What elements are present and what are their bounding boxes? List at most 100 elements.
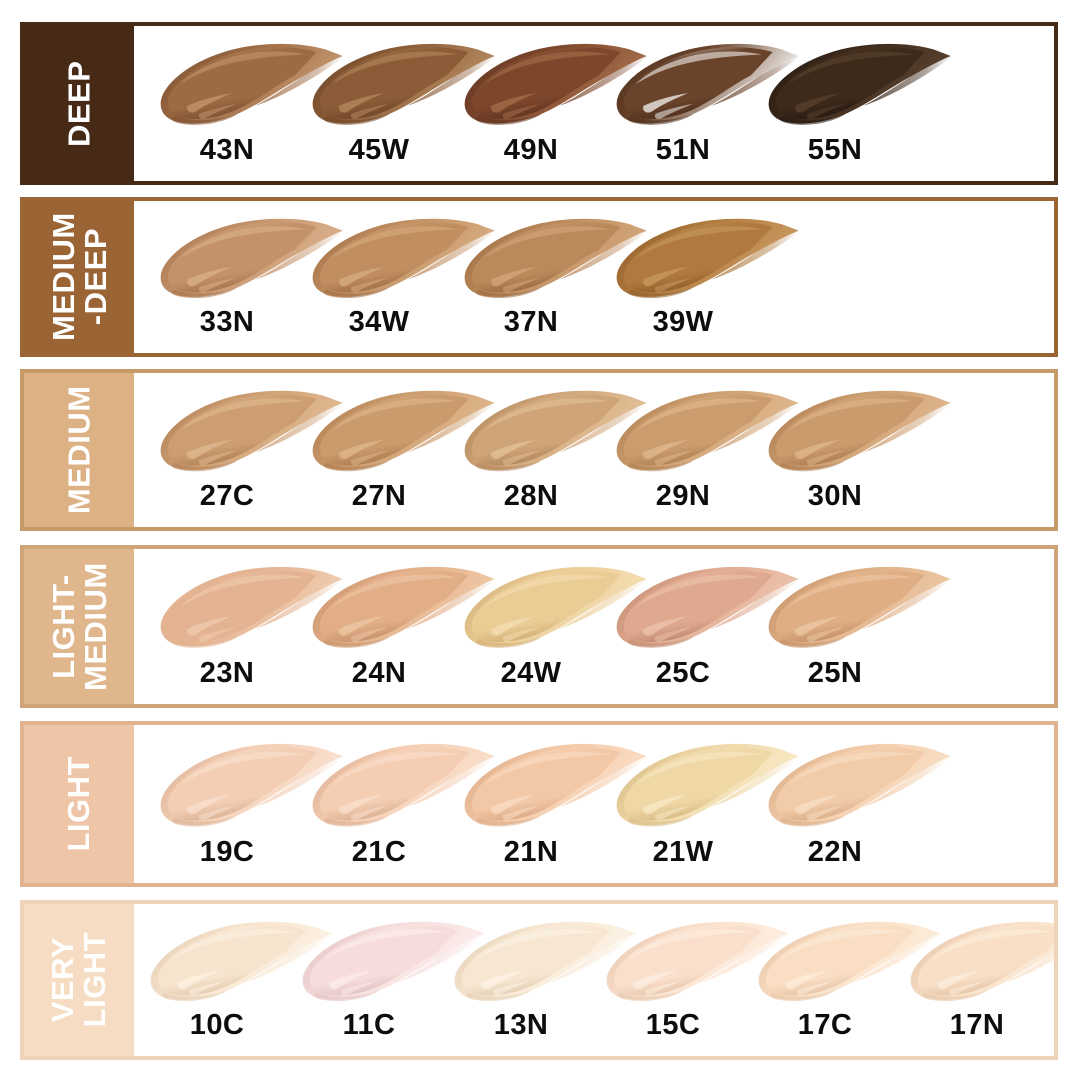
- shade-swatch-25C[interactable]: 25C: [608, 549, 818, 704]
- swatch-color-sample: [304, 385, 504, 480]
- shade-swatch-43N[interactable]: 43N: [152, 26, 362, 181]
- shade-name-label: 25N: [807, 657, 863, 690]
- shade-swatch-21W[interactable]: 21W: [608, 725, 818, 883]
- shade-swatch-10C[interactable]: 10C: [142, 904, 352, 1056]
- swatch-smear-graphic: [616, 218, 801, 299]
- swatch-smear-graphic: [616, 743, 801, 827]
- swatch-smear-graphic: [312, 391, 497, 472]
- swatch-smear-graphic: [160, 743, 345, 827]
- shade-name-label: 39W: [652, 306, 714, 339]
- swatch-color-sample: [152, 561, 352, 657]
- swatch-color-sample: [304, 561, 504, 657]
- swatch-color-sample: [902, 916, 1054, 1010]
- swatch-smear-graphic: [910, 921, 1054, 1002]
- shade-name-label: 27N: [351, 480, 407, 513]
- shade-name-label: 11C: [342, 1009, 396, 1042]
- swatch-smear-graphic: [160, 567, 345, 649]
- shade-name-label: 27C: [199, 480, 255, 513]
- swatch-smear-graphic: [160, 391, 345, 472]
- swatch-smear-graphic: [768, 44, 953, 126]
- shade-swatch-37N[interactable]: 37N: [456, 201, 666, 353]
- shade-swatch-51N[interactable]: 51N: [608, 26, 818, 181]
- shade-name-label: 49N: [503, 134, 559, 167]
- swatch-smear-graphic: [616, 567, 801, 649]
- row-category-label-very-light: VERY LIGHT: [24, 904, 134, 1056]
- row-swatches-medium-deep: 33N 34W: [134, 201, 1054, 353]
- swatch-smear-graphic: [758, 921, 943, 1002]
- shade-swatch-45W[interactable]: 45W: [304, 26, 514, 181]
- swatch-color-sample: [750, 916, 950, 1010]
- shade-swatch-13N[interactable]: 13N: [446, 904, 656, 1056]
- row-category-label-text: VERY LIGHT: [45, 932, 112, 1028]
- shade-swatch-28N[interactable]: 28N: [456, 373, 666, 527]
- row-category-label-text: LIGHT- MEDIUM: [45, 562, 112, 691]
- shade-row-light: LIGHT 19C: [20, 721, 1058, 887]
- swatch-smear-graphic: [464, 743, 649, 827]
- row-swatches-medium: 27C 27N: [134, 373, 1054, 527]
- shade-swatch-30N[interactable]: 30N: [760, 373, 970, 527]
- swatch-color-sample: [598, 916, 798, 1010]
- row-category-label-text: DEEP: [61, 60, 97, 147]
- swatch-color-sample: [608, 738, 808, 836]
- swatch-smear-graphic: [464, 44, 649, 126]
- shade-swatch-21N[interactable]: 21N: [456, 725, 666, 883]
- shade-swatch-21C[interactable]: 21C: [304, 725, 514, 883]
- row-category-label-light-medium: LIGHT- MEDIUM: [24, 549, 134, 704]
- shade-swatch-15C[interactable]: 15C: [598, 904, 808, 1056]
- row-category-label-light: LIGHT: [24, 725, 134, 883]
- swatch-smear-graphic: [312, 567, 497, 649]
- shade-swatch-24N[interactable]: 24N: [304, 549, 514, 704]
- shade-name-label: 24W: [500, 657, 562, 690]
- shade-swatch-17N[interactable]: 17N: [902, 904, 1054, 1056]
- swatch-color-sample: [152, 213, 352, 307]
- swatch-color-sample: [294, 916, 494, 1010]
- swatch-smear-graphic: [768, 567, 953, 649]
- shade-swatch-34W[interactable]: 34W: [304, 201, 514, 353]
- shade-swatch-24W[interactable]: 24W: [456, 549, 666, 704]
- row-category-label-deep: DEEP: [24, 26, 134, 181]
- shade-swatch-29N[interactable]: 29N: [608, 373, 818, 527]
- row-swatches-very-light: 10C 11C: [134, 904, 1054, 1056]
- swatch-smear-graphic: [606, 921, 791, 1002]
- shade-swatch-49N[interactable]: 49N: [456, 26, 666, 181]
- shade-swatch-27C[interactable]: 27C: [152, 373, 362, 527]
- swatch-smear-graphic: [160, 218, 345, 299]
- shade-swatch-55N[interactable]: 55N: [760, 26, 970, 181]
- swatch-smear-graphic: [616, 44, 801, 126]
- shade-swatch-22N[interactable]: 22N: [760, 725, 970, 883]
- shade-swatch-25N[interactable]: 25N: [760, 549, 970, 704]
- shade-swatch-11C[interactable]: 11C: [294, 904, 504, 1056]
- row-swatches-light: 19C 21C: [134, 725, 1054, 883]
- swatch-color-sample: [456, 38, 656, 134]
- shade-row-medium: MEDIUM 27C: [20, 369, 1058, 531]
- shade-row-very-light: VERY LIGHT 10C: [20, 900, 1058, 1060]
- swatch-smear-graphic: [160, 44, 345, 126]
- shade-swatch-39W[interactable]: 39W: [608, 201, 818, 353]
- swatch-smear-graphic: [312, 743, 497, 827]
- row-category-label-text-line2: MEDIUM: [77, 562, 112, 691]
- shade-swatch-23N[interactable]: 23N: [152, 549, 362, 704]
- shade-name-label: 19C: [199, 835, 255, 868]
- swatch-color-sample: [608, 385, 808, 480]
- shade-name-label: 45W: [348, 134, 410, 167]
- swatch-color-sample: [446, 916, 646, 1010]
- shade-swatch-17C[interactable]: 17C: [750, 904, 960, 1056]
- swatch-smear-graphic: [454, 921, 639, 1002]
- shade-name-label: 55N: [807, 134, 863, 167]
- shade-swatch-27N[interactable]: 27N: [304, 373, 514, 527]
- shade-name-label: 24N: [351, 657, 407, 690]
- shade-swatch-19C[interactable]: 19C: [152, 725, 362, 883]
- shade-row-deep: DEEP 43N: [20, 22, 1058, 185]
- row-category-label-medium-deep: MEDIUM -DEEP: [24, 201, 134, 353]
- swatch-color-sample: [304, 213, 504, 307]
- swatch-color-sample: [456, 385, 656, 480]
- swatch-color-sample: [152, 385, 352, 480]
- swatch-color-sample: [304, 738, 504, 836]
- swatch-color-sample: [760, 738, 960, 836]
- shade-swatch-33N[interactable]: 33N: [152, 201, 362, 353]
- swatch-smear-graphic: [768, 743, 953, 827]
- shade-name-label: 21N: [503, 835, 559, 868]
- swatch-smear-graphic: [312, 44, 497, 126]
- swatch-color-sample: [304, 38, 504, 134]
